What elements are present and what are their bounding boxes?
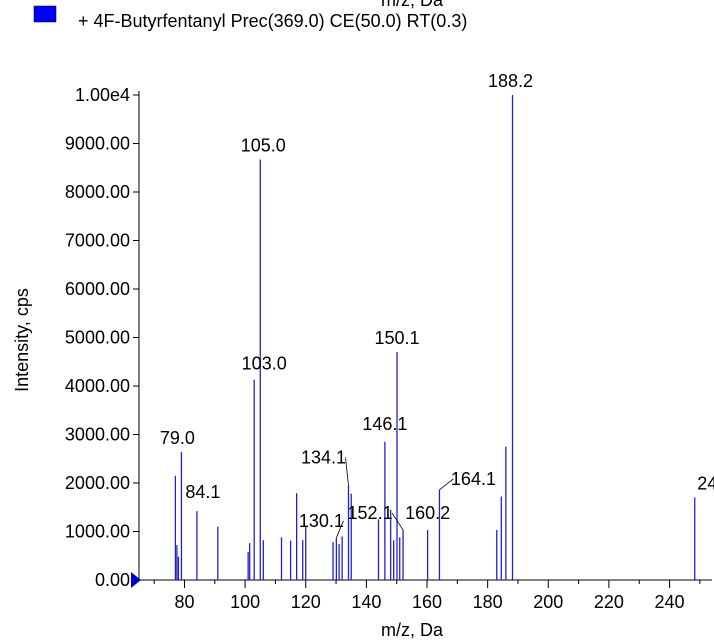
leader-line [439,478,454,491]
y-tick-label: 1.00e4 [75,85,130,105]
baseline-marker-icon [131,572,141,588]
y-tick-label: 4000.00 [65,376,130,396]
peak-label: 164.1 [451,469,496,489]
peak-label: 84.1 [185,482,220,502]
y-tick-label: 6000.00 [65,279,130,299]
leader-line [345,457,349,486]
y-tick-label: 3000.00 [65,425,130,445]
y-tick-label: 8000.00 [65,182,130,202]
x-tick-label: 160 [412,592,442,612]
legend: + 4F-Butyrfentanyl Prec(369.0) CE(50.0) … [33,5,467,31]
x-tick-label: 100 [230,592,260,612]
x-axis-title: m/z, Da [381,620,444,640]
peak-label: 79.0 [160,428,195,448]
y-tick-label: 2000.00 [65,473,130,493]
y-axis-title: Intensity, cps [12,288,32,392]
top-cut-axis-label: m/z, Da [381,0,444,10]
peak-label: 105.0 [241,136,286,156]
peak-label: 130.1 [299,511,344,531]
x-tick-label: 80 [174,592,194,612]
x-tick-label: 240 [655,592,685,612]
x-tick-label: 220 [594,592,624,612]
peaks-series [174,95,696,580]
x-tick-label: 200 [533,592,563,612]
y-axis: 0.00 1000.00 2000.00 3000.00 4000.00 5000.00 6… [65,85,141,590]
peak-label: 150.1 [374,328,419,348]
x-tick-label: 140 [351,592,381,612]
peak-label: 248.3 [697,474,714,494]
y-tick-label: 5000.00 [65,328,130,348]
peak-label: 152.1 [348,503,393,523]
leader-line [335,520,344,538]
y-tick-label: 1000.00 [65,522,130,542]
peak-label: 146.1 [362,414,407,434]
peak-label: 188.2 [488,71,533,91]
legend-label: + 4F-Butyrfentanyl Prec(369.0) CE(50.0) … [78,11,467,31]
legend-swatch [33,5,57,23]
x-tick-label: 180 [473,592,503,612]
peak-label: 103.0 [242,354,287,374]
y-tick-label: 0.00 [95,570,130,590]
leader-line [391,512,404,531]
peak-annotations: 79.0 84.1 103.0 105.0 130.1 134.1 146.1 150.1 15… [160,71,714,538]
y-tick-label: 7000.00 [65,231,130,251]
x-axis: 80 100 120 140 160 180 200 220 240 [139,579,712,612]
x-tick-label: 120 [291,592,321,612]
peak-label: 134.1 [301,447,346,467]
y-tick-label: 9000.00 [65,134,130,154]
peak-label: 160.2 [405,503,450,523]
